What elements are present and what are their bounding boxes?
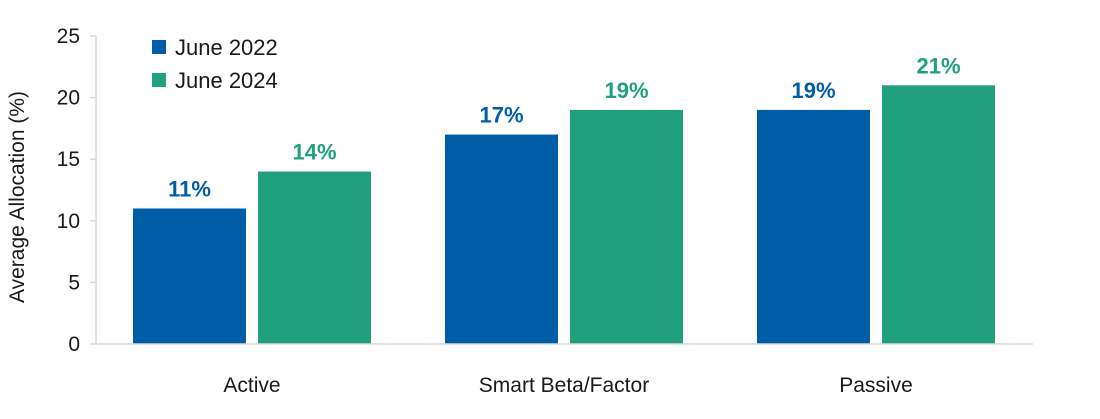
y-tick-label: 0 <box>68 333 80 356</box>
bar-passive-1 <box>757 109 870 344</box>
bar-smart-beta-factor-2 <box>570 109 683 344</box>
bar-active-2 <box>258 171 371 344</box>
x-category-label: Passive <box>839 374 913 397</box>
bar-active-1 <box>133 208 246 344</box>
bar-value-label: 19% <box>604 78 648 103</box>
bar-passive-2 <box>882 85 995 344</box>
data-labels-group: 11% 14% 17% 19% 19% 21% <box>168 53 960 201</box>
bar-value-label: 21% <box>916 53 960 78</box>
legend-label: June 2022 <box>175 35 278 60</box>
bar-value-label: 17% <box>479 103 523 128</box>
y-axis-ticks: 0 5 10 15 20 25 <box>57 25 96 356</box>
legend-swatch <box>152 73 166 87</box>
bar-value-label: 11% <box>168 176 211 201</box>
x-category-label: Smart Beta/Factor <box>479 374 649 397</box>
y-tick-label: 25 <box>57 25 80 48</box>
legend: June 2022 June 2024 <box>152 35 278 93</box>
y-tick-label: 10 <box>57 210 80 233</box>
y-tick-label: 15 <box>57 148 80 171</box>
legend-swatch <box>152 40 166 54</box>
bar-value-label: 19% <box>791 78 835 103</box>
x-category-label: Active <box>223 374 280 397</box>
legend-label: June 2024 <box>175 68 278 93</box>
bar-smart-beta-factor-1 <box>445 134 558 344</box>
bar-value-label: 14% <box>292 140 336 165</box>
bars-group <box>133 85 995 344</box>
y-tick-label: 5 <box>68 271 80 294</box>
y-axis-title: Average Allocation (%) <box>6 91 29 303</box>
category-labels-group: Active Smart Beta/Factor Passive <box>223 374 912 397</box>
y-tick-label: 20 <box>57 87 80 110</box>
